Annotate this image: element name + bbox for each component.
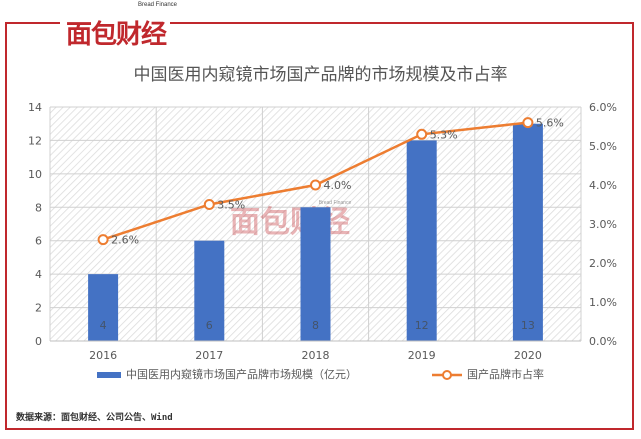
bar-data-label: 12: [415, 319, 429, 332]
bar-data-label: 6: [206, 319, 213, 332]
bar-data-label: 8: [312, 319, 319, 332]
bar-2017: [194, 240, 225, 341]
y-left-tick-label: 10: [28, 168, 42, 181]
y-left-tick-label: 0: [35, 335, 42, 348]
y-right-tick-label: 5.0%: [589, 140, 617, 153]
share-point-2016: [97, 234, 109, 246]
share-data-label: 5.6%: [536, 117, 564, 130]
share-data-label: 5.3%: [430, 128, 458, 141]
legend-bar-label: 中国医用内窥镜市场国产品牌市场规模（亿元）: [126, 367, 357, 381]
bar-data-label: 13: [521, 319, 535, 332]
brand-logo: 面包财经: [60, 4, 170, 50]
watermark-text: 面包财经: [230, 205, 350, 240]
watermark: 面包财经 Bread Finance: [230, 200, 351, 240]
bar-2020: [512, 123, 543, 341]
chart-frame: [5, 22, 634, 430]
legend-line-label: 国产品牌市占率: [467, 367, 544, 381]
bar-2016: [88, 274, 119, 341]
x-tick-label: 2017: [195, 349, 223, 362]
legend-bar-swatch: [97, 372, 121, 378]
y-left-tick-label: 12: [28, 134, 42, 147]
y-right-tick-label: 3.0%: [589, 218, 617, 231]
logo-text: 面包财经: [66, 20, 167, 50]
bar-2019: [406, 140, 437, 341]
share-point-2019: [416, 128, 428, 140]
share-data-label: 2.6%: [111, 234, 139, 247]
y-left-tick-label: 4: [35, 268, 42, 281]
x-tick-label: 2019: [408, 349, 436, 362]
y-right-tick-label: 2.0%: [589, 257, 617, 270]
bar-2018: [300, 207, 331, 341]
bar-data-label: 4: [100, 319, 107, 332]
legend-line-marker: [442, 370, 452, 380]
y-left-tick-label: 14: [28, 101, 42, 114]
chart-title: 中国医用内窥镜市场国产品牌的市场规模及市占率: [133, 65, 508, 85]
source-note: 数据来源：面包财经、公司公告、Wind: [16, 413, 173, 423]
share-point-2018: [310, 179, 321, 191]
x-tick-label: 2018: [302, 349, 330, 362]
y-left-tick-label: 8: [35, 201, 42, 214]
logo-subtitle: Bread Finance: [138, 2, 178, 8]
watermark-subtitle: Bread Finance: [319, 200, 352, 206]
x-tick-label: 2020: [514, 349, 542, 362]
x-tick-label: 2016: [89, 349, 117, 362]
y-right-tick-label: 4.0%: [589, 179, 617, 192]
y-right-tick-label: 1.0%: [589, 296, 617, 309]
y-right-tick-label: 6.0%: [589, 101, 617, 114]
y-right-tick-label: 0.0%: [589, 335, 617, 348]
y-left-tick-label: 2: [35, 302, 42, 315]
share-point-2017: [203, 199, 215, 210]
share-data-label: 4.0%: [324, 179, 352, 192]
share-data-label: 3.5%: [217, 199, 245, 212]
y-left-tick-label: 6: [35, 235, 42, 248]
share-point-2020: [522, 117, 534, 129]
